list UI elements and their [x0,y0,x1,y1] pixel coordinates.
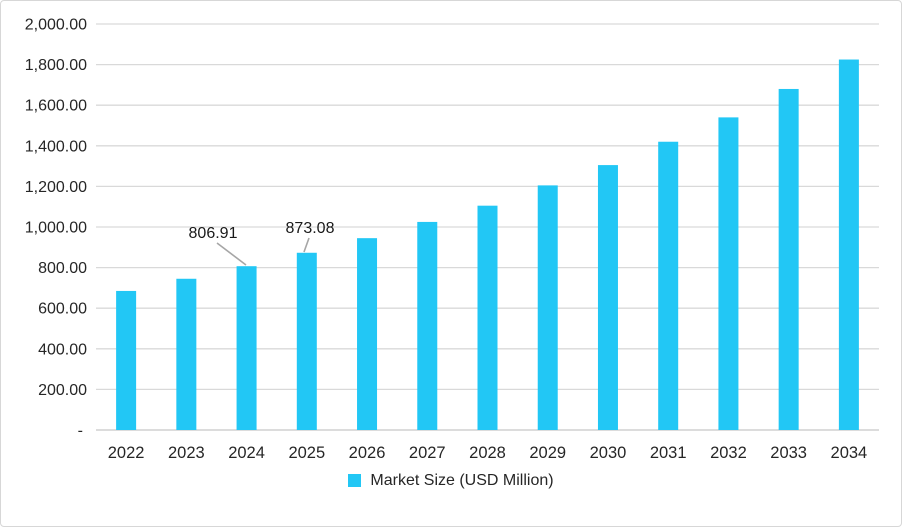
bar-2027 [417,221,438,430]
y-axis-tick-label-200: 200.00 [38,382,87,399]
x-axis-label-2022: 2022 [108,444,145,462]
y-axis-tick-label-400: 400.00 [38,341,87,358]
x-axis-label-2025: 2025 [288,444,325,462]
bar-chart-plot-area: - 200.00 400.00 600.00 800.00 1,000.00 1,200.0… [25,17,879,462]
bar-2032 [718,117,739,430]
x-axis-label-2024: 2024 [228,444,265,462]
y-axis-tick-label-600: 600.00 [38,301,87,318]
x-axis-label-2034: 2034 [831,444,868,462]
y-axis-tick-label-1200: 1,200.00 [25,179,87,196]
legend-series-label: Market Size (USD Million) [370,472,554,489]
bar-2023 [176,278,197,430]
leader-line-2024 [216,242,247,266]
x-axis-label-2023: 2023 [168,444,205,462]
y-axis-tick-label-800: 800.00 [38,260,87,277]
leader-line-2025 [303,237,310,253]
bar-2026 [357,238,378,430]
x-axis-label-2033: 2033 [770,444,807,462]
bar-2031 [658,141,679,431]
legend: Market Size (USD Million) [1,471,901,519]
bar-2033 [778,88,799,431]
x-axis-label-2026: 2026 [349,444,386,462]
legend-marker-swatch [348,474,362,487]
y-axis-tick-label-1600: 1,600.00 [25,98,87,115]
y-axis-tick-label-1800: 1,800.00 [25,57,87,74]
bar-2034 [838,59,859,431]
y-axis-tick-label-2000: 2,000.00 [25,17,87,34]
x-axis-label-2032: 2032 [710,444,747,462]
bar-2030 [597,165,618,430]
bar-2024 [236,266,257,430]
bar-2029 [537,185,558,430]
bar-2028 [477,205,498,430]
data-label-2024: 806.91 [189,225,238,242]
x-axis-label-2030: 2030 [590,444,627,462]
y-axis-tick-label-0: - [78,423,83,440]
data-label-2025: 873.08 [286,220,335,237]
y-axis-tick-label-1400: 1,400.00 [25,138,87,155]
y-axis-tick-label-1000: 1,000.00 [25,220,87,237]
x-axis-label-2029: 2029 [529,444,566,462]
bar-2022 [116,290,137,430]
bar-2025 [296,252,317,430]
x-axis-label-2028: 2028 [469,444,506,462]
x-axis-label-2027: 2027 [409,444,446,462]
x-axis-label-2031: 2031 [650,444,687,462]
